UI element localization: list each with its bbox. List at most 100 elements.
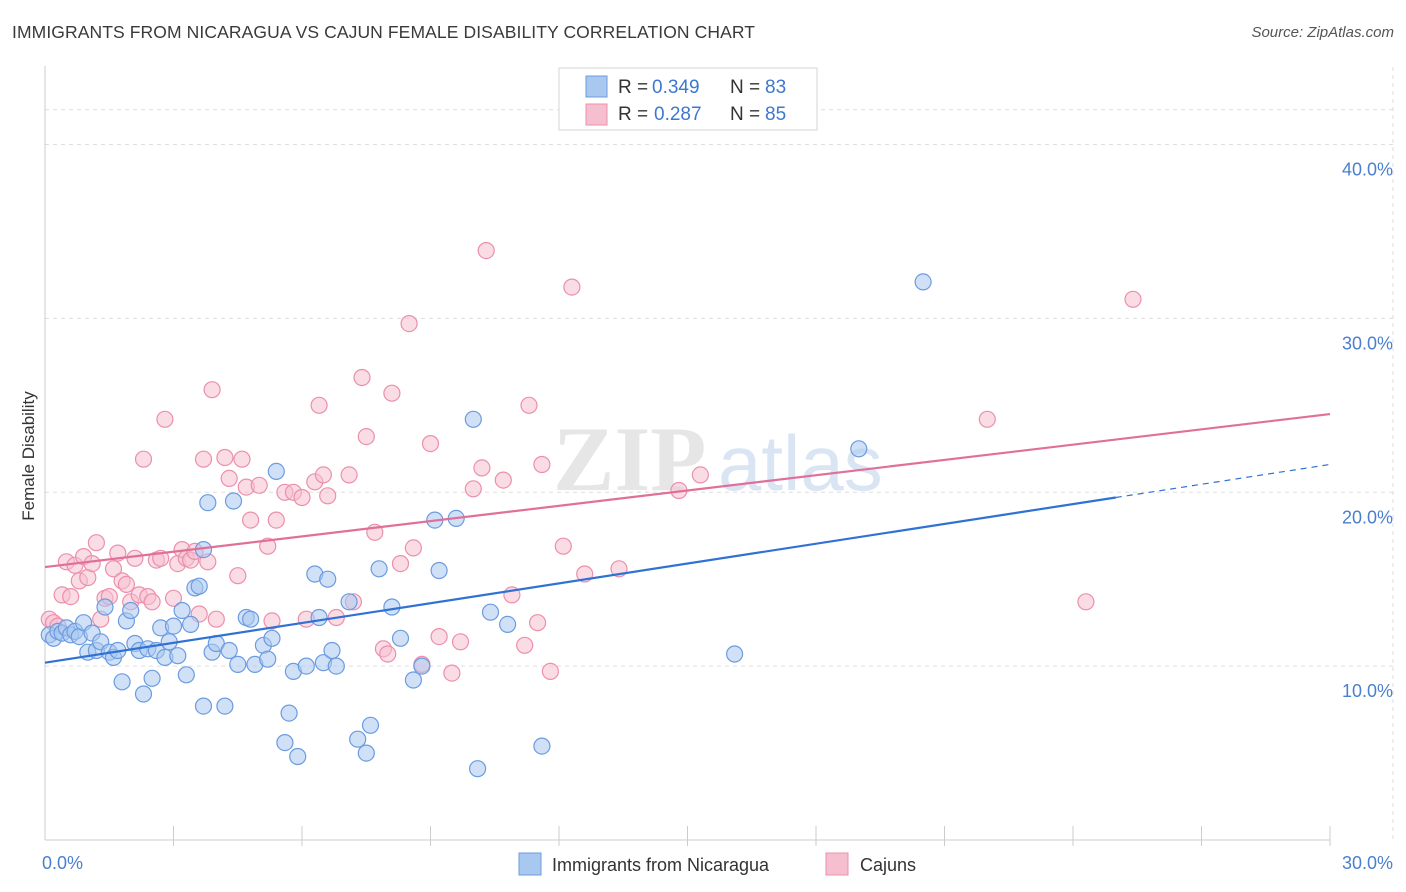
x-tick-label: 30.0%: [1342, 853, 1393, 873]
data-point: [194, 697, 213, 715]
data-point: [421, 435, 440, 453]
data-point: [691, 466, 710, 484]
data-point: [413, 657, 431, 675]
bottom-legend: Immigrants from Nicaragua Cajuns: [518, 852, 916, 876]
legend-swatch-pink: [585, 103, 608, 126]
data-point: [314, 466, 332, 484]
data-point: [242, 610, 260, 628]
top-legend: R = 0.349 N = 83 R = 0.287 N = 85: [558, 67, 818, 131]
data-point: [310, 608, 328, 627]
data-point: [340, 466, 358, 484]
watermark: ZIP atlas: [553, 408, 883, 510]
axes: [44, 66, 1331, 846]
y-tick-label: 10.0%: [1342, 681, 1393, 701]
data-point: [1124, 290, 1142, 308]
data-point: [370, 560, 388, 578]
legend-swatch-blue: [585, 75, 608, 98]
data-point: [383, 598, 401, 616]
data-point: [259, 537, 277, 555]
data-point: [404, 671, 422, 689]
y-axis-label: Female Disability: [19, 391, 38, 521]
data-point: [464, 410, 482, 428]
data-point: [379, 645, 397, 663]
legend-r-label-blue: R =: [618, 77, 648, 98]
data-point: [267, 462, 285, 480]
x-tick-label: 0.0%: [42, 853, 83, 873]
data-point: [220, 469, 238, 487]
data-point: [143, 593, 161, 611]
data-point: [83, 554, 101, 573]
data-point: [164, 589, 183, 607]
data-point: [327, 657, 345, 675]
data-point: [242, 511, 260, 529]
data-point: [194, 450, 213, 468]
data-point: [229, 655, 247, 674]
data-point: [361, 716, 380, 734]
data-point: [554, 537, 572, 555]
data-point: [62, 587, 80, 606]
bottom-legend-label-blue: Immigrants from Nicaragua: [552, 855, 770, 875]
data-point: [113, 673, 131, 691]
data-point: [391, 554, 410, 573]
data-point: [156, 410, 174, 428]
data-point: [177, 666, 195, 684]
data-point: [293, 488, 311, 507]
data-point: [173, 601, 191, 620]
data-point: [229, 567, 247, 585]
data-point: [263, 629, 281, 647]
data-point: [357, 428, 375, 446]
data-point: [353, 368, 371, 387]
cajuns-points: [40, 242, 1142, 682]
data-point: [914, 273, 932, 291]
trend-line-nicaragua-extension: [1115, 463, 1331, 499]
data-point: [725, 645, 744, 663]
legend-n-label-pink: N =: [730, 104, 760, 125]
data-point: [1077, 593, 1095, 611]
trend-line-cajuns: [44, 412, 1331, 569]
data-point: [349, 730, 367, 748]
data-point: [978, 410, 996, 428]
data-point: [481, 603, 500, 621]
bottom-legend-swatch-blue: [518, 852, 542, 876]
data-point: [323, 641, 341, 660]
data-point: [319, 570, 337, 588]
data-point: [533, 455, 551, 474]
data-point: [850, 440, 868, 458]
data-point: [280, 704, 298, 722]
data-point: [297, 657, 315, 675]
data-point: [143, 669, 161, 687]
data-point: [259, 650, 277, 668]
data-point: [528, 614, 547, 632]
data-point: [87, 534, 106, 552]
data-point: [96, 598, 114, 616]
watermark-atlas: atlas: [718, 419, 883, 507]
y-tick-label: 40.0%: [1342, 160, 1393, 180]
data-point: [224, 492, 243, 510]
data-point: [477, 242, 495, 260]
legend-r-label-pink: R =: [618, 104, 648, 125]
data-point: [494, 471, 512, 489]
data-point: [182, 615, 200, 634]
data-point: [357, 744, 375, 762]
data-point: [430, 627, 448, 646]
chart-title: IMMIGRANTS FROM NICARAGUA VS CAJUN FEMAL…: [12, 22, 756, 42]
data-point: [499, 615, 517, 634]
data-point: [443, 664, 461, 682]
data-point: [216, 697, 234, 715]
trend-lines: [44, 412, 1331, 664]
data-point: [520, 396, 538, 414]
data-point: [199, 494, 217, 512]
trend-line-nicaragua: [44, 496, 1117, 664]
data-point: [134, 685, 153, 703]
data-point: [267, 511, 285, 529]
tick-labels: 10.0% 20.0% 30.0% 40.0% 0.0% 30.0%: [42, 160, 1393, 873]
legend-n-label-blue: N =: [730, 77, 760, 98]
data-point: [430, 561, 448, 580]
data-point: [404, 539, 422, 557]
bottom-legend-swatch-pink: [825, 852, 849, 876]
data-point: [203, 381, 221, 399]
data-point: [126, 549, 144, 567]
data-point: [216, 448, 234, 467]
data-point: [563, 278, 581, 296]
data-point: [516, 636, 534, 654]
